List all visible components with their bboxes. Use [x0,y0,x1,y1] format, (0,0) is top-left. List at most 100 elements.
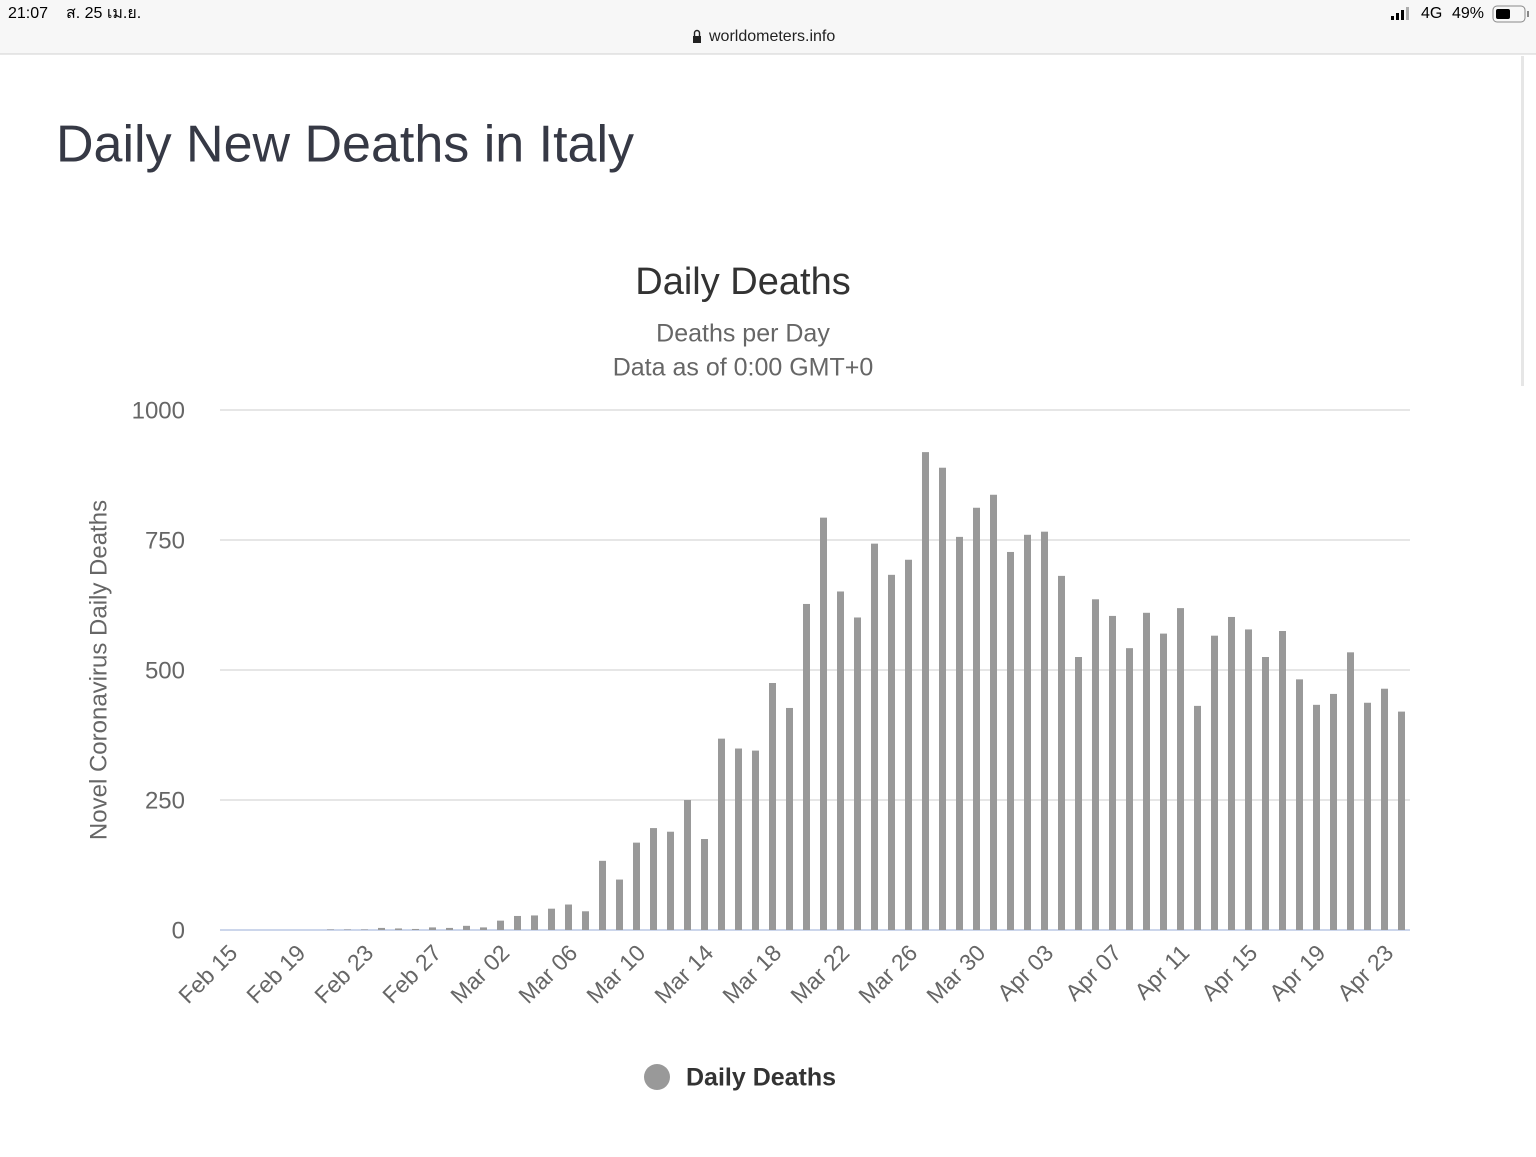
bar [1296,679,1303,930]
bar [752,750,759,930]
bar [973,507,980,930]
legend-label: Daily Deaths [686,1064,836,1092]
bar [1092,599,1099,930]
bar [378,927,385,930]
bar [871,543,878,930]
bar [650,828,657,930]
lock-icon [693,29,701,43]
bar [990,494,997,930]
x-tick-label: Mar 22 [785,939,854,1008]
network: 4G [1421,5,1442,22]
y-tick-label: 500 [145,657,185,684]
x-tick-label: Mar 10 [581,939,650,1008]
bar [667,831,674,930]
bar [446,927,453,930]
bar [582,911,589,930]
battery-icon [1492,5,1529,23]
bar [1109,615,1116,930]
bar [1160,633,1167,930]
y-axis-label: Novel Coronavirus Daily Deaths [85,500,112,840]
x-tick-label: Mar 18 [717,939,786,1008]
chart-subtitle: Data as of 0:00 GMT+0 [613,354,874,382]
x-tick-label: Apr 23 [1332,939,1398,1005]
bar [327,929,334,930]
x-tick-label: Feb 19 [241,939,310,1008]
chart-subtitle: Deaths per Day [656,320,830,348]
bar [1194,705,1201,930]
bar [1330,693,1337,930]
y-tick-label: 250 [145,787,185,814]
bar [956,536,963,930]
x-tick-label: Apr 03 [992,939,1058,1005]
bar [1058,575,1065,930]
browser-bar [0,0,1536,54]
x-tick-label: Mar 26 [853,939,922,1008]
bar [922,452,929,930]
x-tick-label: Mar 06 [513,939,582,1008]
bar [1143,612,1150,930]
bar [854,617,861,930]
bar [480,927,487,930]
x-tick-label: Mar 02 [445,939,514,1008]
bar [820,517,827,930]
bar [939,467,946,930]
legend-marker [644,1064,670,1090]
x-tick-label: Feb 23 [309,939,378,1008]
chart-title: Daily Deaths [635,261,850,303]
x-tick-label: Mar 14 [649,939,718,1008]
battery-level: 49% [1452,5,1484,22]
bar [1313,704,1320,930]
bar [1245,629,1252,930]
bar [1024,534,1031,930]
x-tick-label: Apr 11 [1129,939,1194,1004]
bar [769,683,776,930]
bar [344,929,351,930]
bar [633,842,640,930]
bar [1041,531,1048,930]
x-tick-label: Feb 27 [377,939,446,1008]
bar [1262,657,1269,930]
bar [548,908,555,930]
bar [514,915,521,930]
bar [395,928,402,930]
bar [531,915,538,930]
date: ส. 25 เม.ย. [66,5,141,22]
bar [599,860,606,930]
bar [1398,711,1405,930]
y-tick-label: 0 [172,917,185,944]
bar [837,591,844,930]
y-tick-label: 750 [145,527,185,554]
bar [361,929,368,930]
bar [1347,652,1354,930]
x-tick-label: Apr 19 [1264,939,1330,1005]
bar [497,920,504,930]
page-title: Daily New Deaths in Italy [56,116,634,174]
bar [1211,635,1218,930]
x-tick-label: Apr 15 [1196,939,1262,1005]
bar [463,925,470,930]
bar [1075,657,1082,930]
bar [735,748,742,930]
bar [616,879,623,930]
x-tick-label: Feb 15 [173,939,242,1008]
bar [905,559,912,930]
url[interactable]: worldometers.info [708,28,835,45]
bar [1364,702,1371,930]
bar [1126,648,1133,930]
bar [565,904,572,930]
bar [1279,631,1286,930]
bar [1177,608,1184,930]
bar [684,800,691,930]
bar [1007,551,1014,930]
x-tick-label: Mar 30 [921,939,990,1008]
time: 21:07 [8,5,48,22]
bar [1228,616,1235,930]
bar [429,927,436,930]
scrollbar [1521,56,1524,386]
bar [1381,688,1388,930]
bar [803,603,810,930]
bar [888,574,895,930]
y-tick-label: 1000 [132,397,185,424]
bar [701,839,708,930]
